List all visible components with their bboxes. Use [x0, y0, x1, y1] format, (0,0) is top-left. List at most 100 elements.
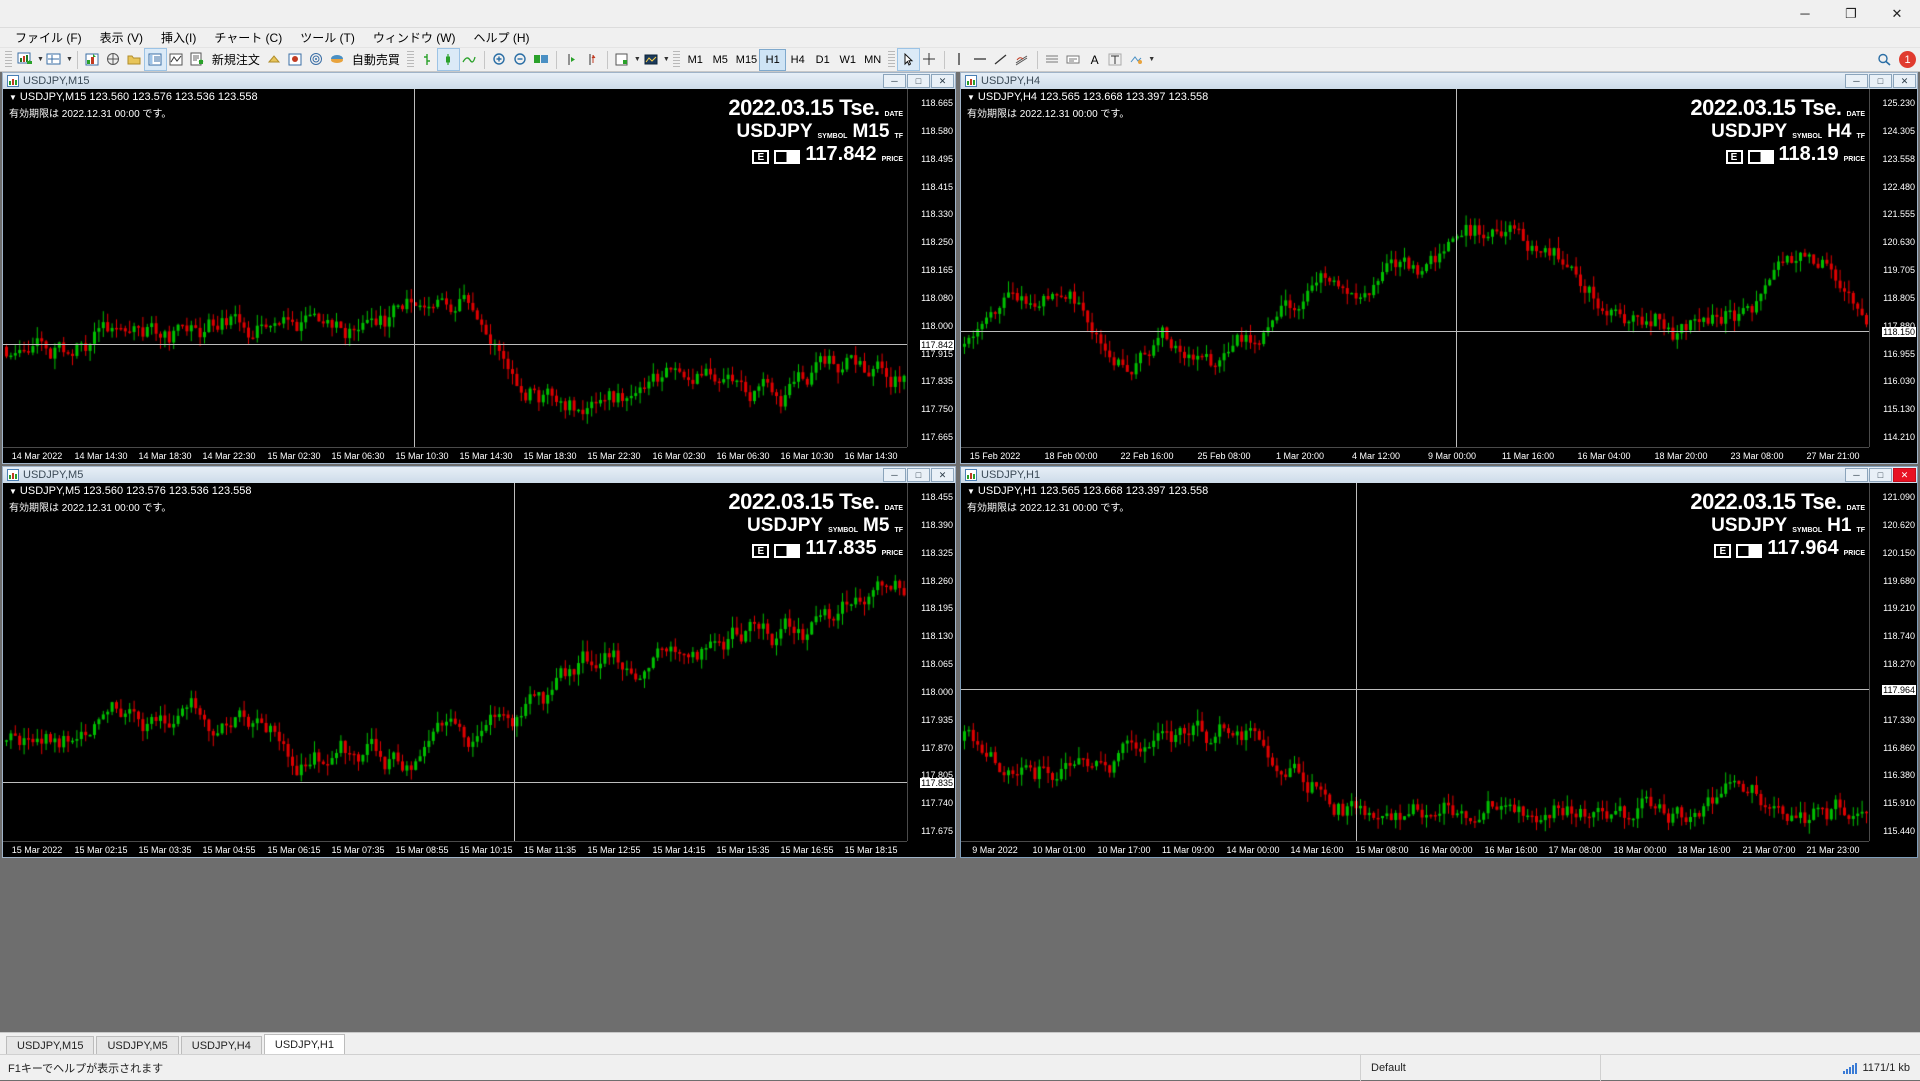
chart-m15-price-axis[interactable]: 118.665 118.580 118.495 118.415 118.330 118.2…	[907, 89, 955, 447]
strategy-tester-icon[interactable]	[166, 49, 187, 70]
cursor-icon[interactable]	[897, 48, 921, 71]
chart-tab-m5[interactable]: USDJPY,M5	[96, 1036, 179, 1054]
chart-m5-minimize-button[interactable]: ─	[883, 468, 906, 482]
zoom-in-icon[interactable]	[489, 49, 510, 70]
data-window-icon[interactable]	[124, 49, 145, 70]
profiles-icon[interactable]	[44, 49, 65, 70]
collapse-icon[interactable]: ▼	[9, 487, 17, 496]
navigator-icon[interactable]	[103, 49, 124, 70]
signals-icon[interactable]	[306, 49, 327, 70]
chart-h1-minimize-button[interactable]: ─	[1845, 468, 1868, 482]
chart-tab-h1[interactable]: USDJPY,H1	[263, 1034, 345, 1054]
chart-tab-h4[interactable]: USDJPY,H4	[180, 1036, 262, 1054]
autotrading-button[interactable]: 自動売買	[351, 53, 400, 67]
chart-m15-minimize-button[interactable]: ─	[883, 74, 906, 88]
tile-windows-icon[interactable]	[531, 49, 552, 70]
chart-h4-titlebar[interactable]: USDJPY,H4 ─ □ ✕	[961, 73, 1917, 89]
indicators-dropdown-icon[interactable]: ▼	[662, 56, 670, 63]
chart-h4-canvas[interactable]: ▼ USDJPY,H4 123.565 123.668 123.397 123.5…	[961, 89, 1917, 463]
timeframe-mn[interactable]: MN	[864, 53, 882, 66]
menu-file[interactable]: ファイル (F)	[15, 31, 82, 45]
chart-m5-titlebar[interactable]: USDJPY,M5 ─ □ ✕	[3, 467, 955, 483]
chart-m15-time-axis[interactable]: 14 Mar 2022 14 Mar 14:30 14 Mar 18:30 14 Ma…	[3, 447, 907, 463]
auto-scroll-icon[interactable]	[582, 49, 603, 70]
toolbar-grip[interactable]	[5, 50, 12, 69]
chart-m5-price-axis[interactable]: 118.455 118.390 118.325 118.260 118.195 118.1…	[907, 483, 955, 841]
expert-advisors-icon[interactable]	[264, 49, 285, 70]
chart-m5-time-axis[interactable]: 15 Mar 2022 15 Mar 02:15 15 Mar 03:35 15 Ma…	[3, 841, 907, 857]
new-order-button[interactable]: 新規注文	[211, 53, 260, 67]
crosshair-icon[interactable]	[919, 49, 940, 70]
chart-m5-canvas[interactable]: ▼ USDJPY,M5 123.560 123.576 123.536 123.5…	[3, 483, 955, 857]
new-order-icon[interactable]	[187, 49, 208, 70]
chart-h1-time-axis[interactable]: 9 Mar 2022 10 Mar 01:00 10 Mar 17:00 11 Mar…	[961, 841, 1869, 857]
terminal-icon[interactable]	[143, 48, 167, 71]
vertical-line-icon[interactable]	[949, 49, 970, 70]
zoom-out-icon[interactable]	[510, 49, 531, 70]
chart-h4-maximize-button[interactable]: □	[1869, 74, 1892, 88]
text-tool-icon[interactable]	[1105, 49, 1126, 70]
menu-help[interactable]: ヘルプ (H)	[473, 31, 530, 45]
collapse-icon[interactable]: ▼	[967, 93, 975, 102]
window-minimize-button[interactable]: ─	[1800, 6, 1810, 21]
chart-m15[interactable]: USDJPY,M15 ─ □ ✕ ▼ USDJPY,M15 123.560 123…	[2, 72, 956, 464]
chart-m15-close-button[interactable]: ✕	[931, 74, 954, 88]
search-icon[interactable]	[1874, 49, 1895, 70]
equidistant-channel-icon[interactable]	[1012, 49, 1033, 70]
chart-h1[interactable]: USDJPY,H1 ─ □ ✕ ▼ USDJPY,H1 123.565 123.6…	[960, 466, 1918, 858]
chart-tab-m15[interactable]: USDJPY,M15	[6, 1036, 95, 1054]
text-icon[interactable]: A	[1090, 52, 1099, 67]
timeframe-h1[interactable]: H1	[759, 48, 787, 71]
chart-h4-price-axis[interactable]: 125.230 124.305 123.558 122.480 121.555 120.6…	[1869, 89, 1917, 447]
timeframe-h4[interactable]: H4	[790, 53, 805, 66]
line-chart-icon[interactable]	[459, 49, 480, 70]
menu-chart[interactable]: チャート (C)	[214, 31, 283, 45]
chart-m15-canvas[interactable]: ▼ USDJPY,M15 123.560 123.576 123.536 123.…	[3, 89, 955, 463]
arrows-icon[interactable]	[1126, 49, 1147, 70]
notification-badge[interactable]: 1	[1899, 51, 1916, 68]
menu-tools[interactable]: ツール (T)	[300, 31, 355, 45]
timeframe-m5[interactable]: M5	[712, 53, 728, 66]
chart-h4-time-axis[interactable]: 15 Feb 2022 18 Feb 00:00 22 Feb 16:00 25 Fe…	[961, 447, 1869, 463]
trendline-icon[interactable]	[991, 49, 1012, 70]
toolbar-grip-4[interactable]	[888, 50, 896, 69]
candlestick-icon[interactable]	[436, 48, 460, 71]
chart-h1-price-axis[interactable]: 121.090 120.620 120.150 119.680 119.210 118.7…	[1869, 483, 1917, 841]
shift-end-icon[interactable]	[561, 49, 582, 70]
chart-m15-maximize-button[interactable]: □	[907, 74, 930, 88]
new-chart-icon[interactable]	[15, 49, 36, 70]
chart-m5-close-button[interactable]: ✕	[931, 468, 954, 482]
templates-icon[interactable]	[612, 49, 633, 70]
toolbar-grip-2[interactable]	[406, 50, 414, 69]
collapse-icon[interactable]: ▼	[9, 93, 17, 102]
templates-dropdown-icon[interactable]: ▼	[633, 56, 641, 63]
timeframe-w1[interactable]: W1	[839, 53, 856, 66]
market-watch-icon[interactable]	[82, 49, 103, 70]
chart-m5[interactable]: USDJPY,M5 ─ □ ✕ ▼ USDJPY,M5 123.560 123.5…	[2, 466, 956, 858]
timeframe-m15[interactable]: M15	[735, 53, 758, 66]
horizontal-line-icon[interactable]	[970, 49, 991, 70]
chart-m5-maximize-button[interactable]: □	[907, 468, 930, 482]
chart-h4[interactable]: USDJPY,H4 ─ □ ✕ ▼ USDJPY,H4 123.565 123.6…	[960, 72, 1918, 464]
chart-h1-close-button[interactable]: ✕	[1893, 468, 1916, 482]
arrows-dropdown-icon[interactable]: ▼	[1148, 56, 1156, 63]
chart-h1-maximize-button[interactable]: □	[1869, 468, 1892, 482]
menu-insert[interactable]: 挿入(I)	[161, 31, 197, 45]
window-close-button[interactable]: ✕	[1891, 5, 1903, 21]
timeframe-d1[interactable]: D1	[815, 53, 830, 66]
mql5-community-icon[interactable]	[285, 49, 306, 70]
indicators-icon[interactable]	[641, 49, 662, 70]
bar-chart-icon[interactable]	[417, 49, 438, 70]
chart-h1-titlebar[interactable]: USDJPY,H1 ─ □ ✕	[961, 467, 1917, 483]
chart-h1-canvas[interactable]: ▼ USDJPY,H1 123.565 123.668 123.397 123.5…	[961, 483, 1917, 857]
fibonacci-icon[interactable]	[1042, 49, 1063, 70]
menu-view[interactable]: 表示 (V)	[99, 31, 144, 45]
profiles-dropdown-icon[interactable]: ▼	[65, 56, 73, 63]
text-label-icon[interactable]	[1063, 49, 1084, 70]
chart-m15-titlebar[interactable]: USDJPY,M15 ─ □ ✕	[3, 73, 955, 89]
window-maximize-button[interactable]: ❐	[1845, 5, 1857, 21]
chart-h4-minimize-button[interactable]: ─	[1845, 74, 1868, 88]
autotrading-icon[interactable]	[327, 49, 348, 70]
chart-h4-close-button[interactable]: ✕	[1893, 74, 1916, 88]
menu-window[interactable]: ウィンドウ (W)	[372, 31, 456, 45]
